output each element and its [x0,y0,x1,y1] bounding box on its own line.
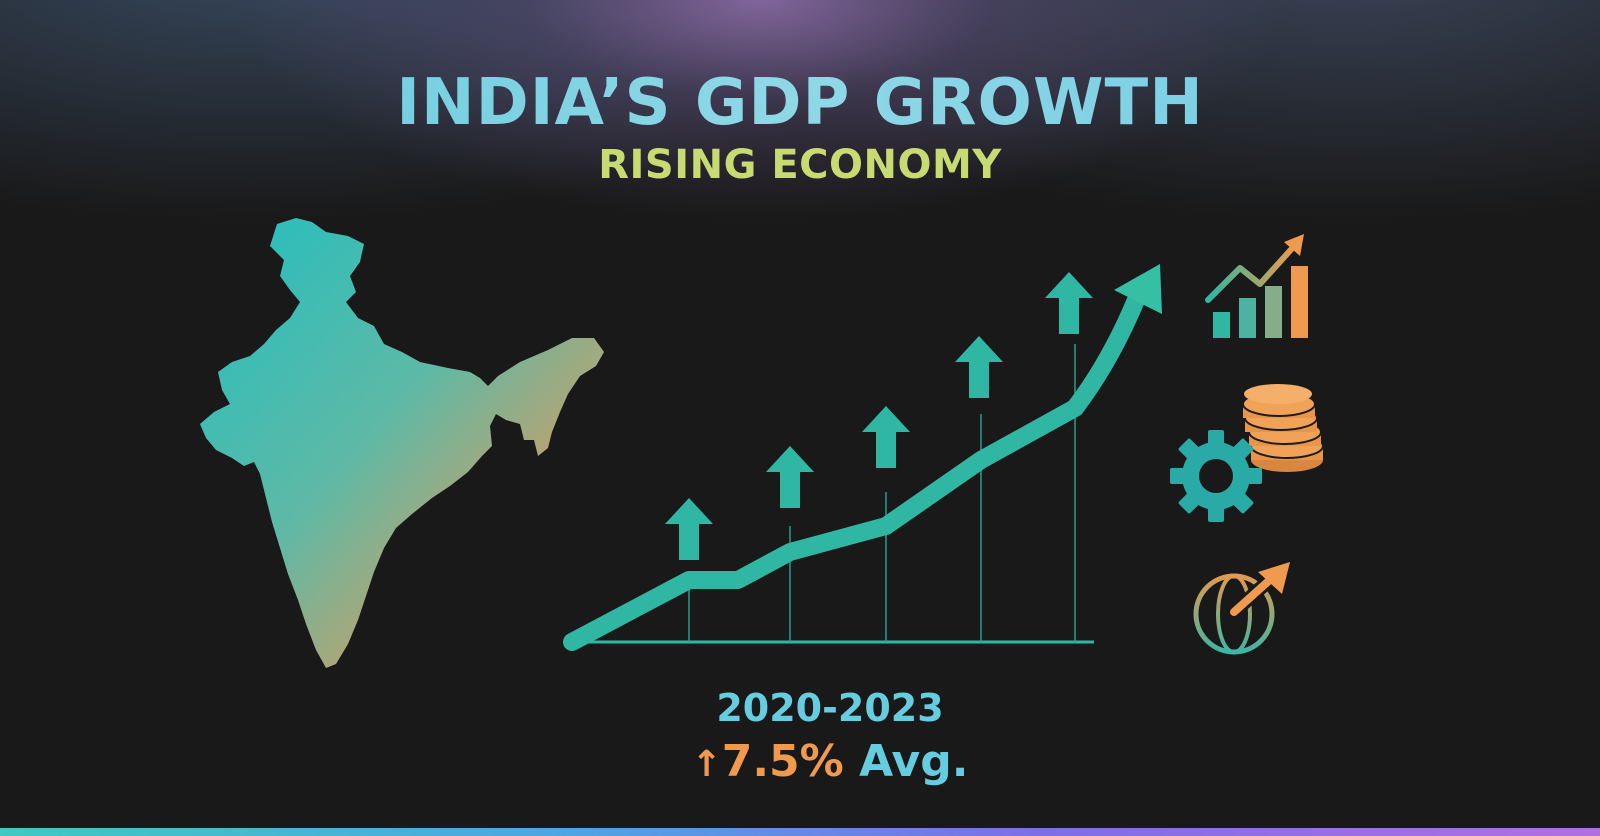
bar-chart-trend-icon [1205,234,1308,338]
coin-stack-icon [1242,384,1324,472]
up-arrow-icon [1045,272,1093,334]
bottom-gradient-bar [0,828,1600,836]
up-arrow-icon [862,406,910,468]
globe-arrow-icon [1193,562,1290,655]
growth-chart [563,264,1162,651]
up-arrow-icon: ↑ [691,744,722,785]
growth-value: 7.5% [721,736,844,787]
trend-line [563,291,1145,651]
up-arrow-icon [955,336,1003,398]
growth-suffix: Avg. [859,736,969,787]
up-arrow-icon [766,446,814,508]
trend-arrowhead-icon [1114,264,1162,314]
up-arrow-icon [665,498,713,560]
period-label: 2020-2023 [716,686,944,730]
india-map-icon [200,218,604,668]
page-title: INDIA’S GDP GROWTH [0,66,1600,140]
background-glow [0,0,1600,380]
growth-average: ↑7.5% Avg. [610,736,1050,787]
page-subtitle: RISING ECONOMY [598,142,1002,188]
gear-icon [1170,430,1262,522]
